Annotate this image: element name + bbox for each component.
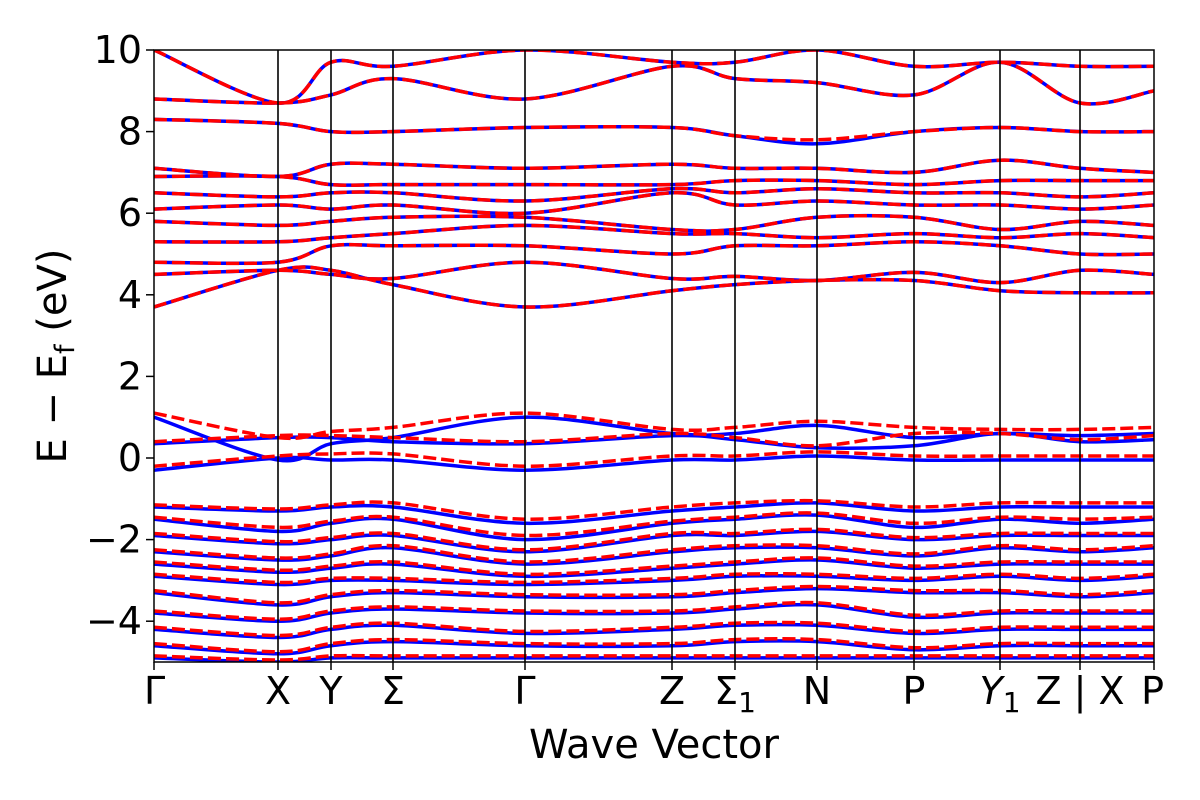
band-dashed-8 <box>154 158 1154 179</box>
kpoint-label: Y <box>318 669 343 713</box>
y-tick-label: 2 <box>118 354 142 398</box>
kpoint-label: Γ <box>144 669 165 713</box>
y-axis: −4 −2 0 2 4 6 8 10 <box>86 28 154 643</box>
kpoint-separators <box>277 50 1081 662</box>
x-axis: Γ X Y Σ Γ Z Σ1 N P Y1 Z | X P <box>144 662 1164 719</box>
kpoint-label: Σ1 <box>714 669 756 719</box>
kpoint-label: P <box>903 669 926 713</box>
kpoint-label: P <box>1141 669 1164 713</box>
band-solid-14 <box>154 454 1154 472</box>
y-axis-label-unit: (eV) <box>30 249 76 345</box>
band-dashed-11 <box>154 50 1154 105</box>
band-dashed-9 <box>154 117 1154 142</box>
kpoint-label: Γ <box>514 669 535 713</box>
kpoint-label: N <box>803 669 831 713</box>
y-tick-label: 0 <box>118 436 142 480</box>
y-tick-label: −2 <box>86 518 142 562</box>
y-tick-label: 4 <box>118 273 142 317</box>
y-tick-label: 10 <box>94 28 142 72</box>
y-tick-label: −4 <box>86 599 142 643</box>
band-solid-9 <box>154 117 1154 146</box>
x-axis-label: Wave Vector <box>529 722 780 768</box>
y-axis-label-main: E − E <box>30 354 76 464</box>
band-dashed-21 <box>154 584 1154 605</box>
kpoint-label: Z | X <box>1035 669 1124 714</box>
kpoint-label: Σ <box>381 669 405 713</box>
bands-layer <box>154 50 1154 662</box>
band-solid-11 <box>154 50 1154 105</box>
kpoint-label: Y1 <box>979 669 1020 719</box>
y-tick-label: 6 <box>118 191 142 235</box>
y-axis-label: E − Ef (eV) <box>30 249 81 464</box>
plot-frame <box>153 49 1155 663</box>
kpoint-label: X <box>265 669 291 713</box>
band-solid-22 <box>154 602 1154 623</box>
band-dashed-13 <box>154 430 1154 448</box>
band-dashed-10 <box>154 60 1154 106</box>
kpoint-label: Z <box>659 669 685 713</box>
y-tick-label: 8 <box>118 110 142 154</box>
band-dashed-22 <box>154 600 1154 621</box>
y-axis-label-sub: f <box>50 343 81 354</box>
